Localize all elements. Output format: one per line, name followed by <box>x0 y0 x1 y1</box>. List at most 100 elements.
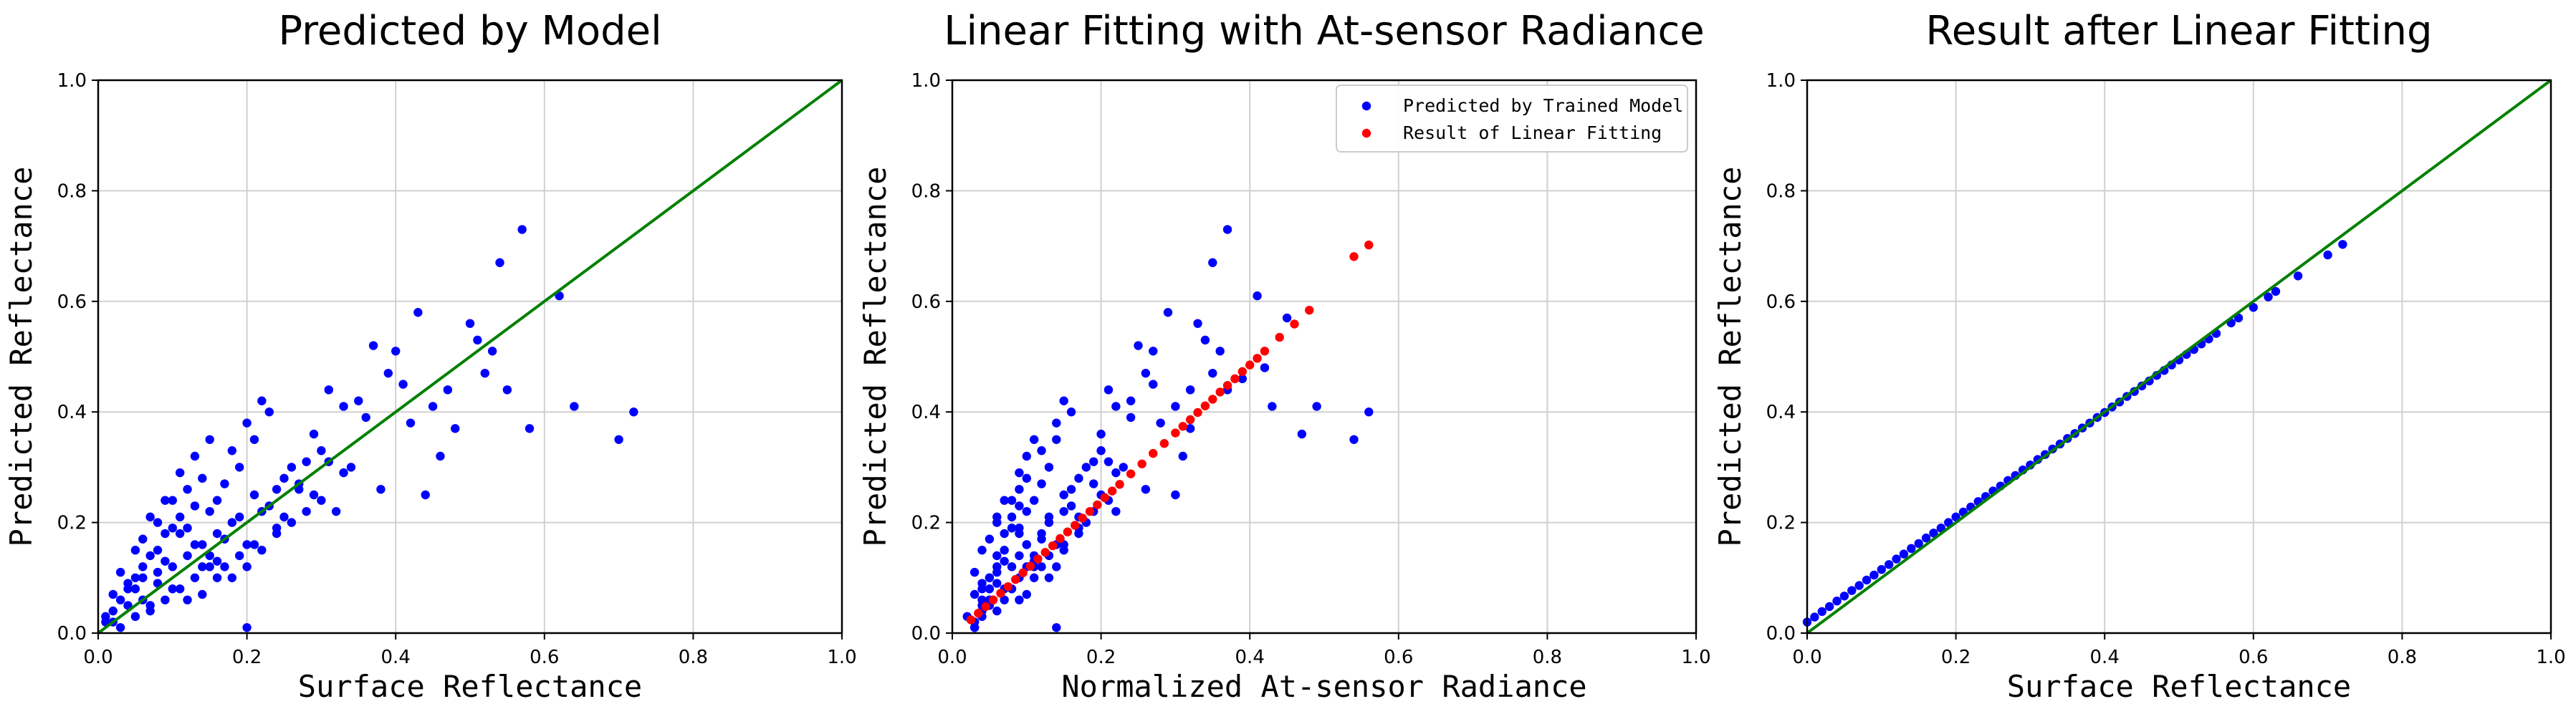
data-point <box>1149 380 1158 389</box>
x-axis-label: Surface Reflectance <box>2007 669 2351 704</box>
legend-marker <box>1361 101 1371 111</box>
data-point <box>130 573 140 582</box>
data-point <box>1040 548 1050 557</box>
data-point <box>1854 581 1864 590</box>
x-axis-label: Surface Reflectance <box>298 669 642 704</box>
data-point <box>1037 529 1046 539</box>
data-point <box>1111 402 1121 411</box>
data-point <box>309 429 319 439</box>
data-point <box>1096 446 1106 455</box>
data-point <box>317 446 326 455</box>
data-point <box>1007 562 1017 571</box>
data-point <box>1305 305 1314 315</box>
data-point <box>1115 480 1124 489</box>
data-point <box>1215 387 1225 397</box>
data-point <box>161 595 170 604</box>
data-point <box>1137 459 1146 468</box>
data-point <box>1282 313 1292 323</box>
data-point <box>974 609 983 618</box>
data-point <box>1921 534 1931 543</box>
x-tick-label: 0.6 <box>2239 647 2268 668</box>
data-point <box>428 402 438 411</box>
data-point <box>183 595 192 604</box>
x-tick-label: 0.8 <box>1533 647 1562 668</box>
x-tick-label: 1.0 <box>1681 647 1710 668</box>
y-axis-label: Predicted Reflectance <box>1713 166 1748 546</box>
data-point <box>1066 501 1076 511</box>
data-point <box>302 457 311 466</box>
data-point <box>2271 286 2281 296</box>
data-point <box>1000 529 1009 539</box>
data-point <box>1312 402 1321 411</box>
y-axis-label: Predicted Reflectance <box>858 166 893 546</box>
data-point <box>1171 428 1180 438</box>
x-tick-label: 0.6 <box>530 647 559 668</box>
data-point <box>398 380 408 389</box>
data-point <box>1245 360 1255 370</box>
x-tick-label: 0.4 <box>1235 647 1265 668</box>
y-tick-label: 1.0 <box>1766 70 1796 92</box>
data-point <box>985 573 995 582</box>
x-tick-label: 0.8 <box>679 647 708 668</box>
y-tick-label: 0.4 <box>1766 402 1796 423</box>
data-point <box>1824 602 1834 612</box>
data-point <box>1149 448 1158 458</box>
data-point <box>1817 607 1826 617</box>
data-point <box>1237 374 1248 384</box>
data-point <box>421 490 430 500</box>
data-point <box>1089 479 1098 488</box>
data-point <box>1066 407 1076 417</box>
data-point <box>1015 551 1024 561</box>
data-point <box>1268 402 1277 411</box>
data-point <box>190 573 200 582</box>
data-point <box>614 435 623 444</box>
data-point <box>1096 429 1106 439</box>
data-point <box>1048 541 1058 551</box>
data-point <box>235 463 244 472</box>
data-point <box>235 551 244 561</box>
data-point <box>101 612 110 622</box>
legend-entry: Result of Linear Fitting <box>1403 122 1662 143</box>
data-point <box>1364 240 1374 250</box>
data-point <box>1349 435 1359 444</box>
data-point <box>977 546 987 555</box>
x-tick-label: 1.0 <box>2536 647 2565 668</box>
data-point <box>212 529 222 539</box>
data-point <box>1007 496 1017 505</box>
data-point <box>502 385 512 395</box>
reference-line <box>97 79 843 635</box>
data-point <box>287 518 297 527</box>
data-point <box>145 512 155 522</box>
data-point <box>1033 554 1043 564</box>
y-tick-label: 0.6 <box>911 291 941 313</box>
data-point <box>130 612 140 622</box>
data-point <box>1208 258 1217 267</box>
y-tick-label: 0.4 <box>911 402 941 423</box>
data-point <box>1119 463 1128 472</box>
data-point <box>198 540 207 549</box>
y-tick-label: 0.6 <box>57 291 87 313</box>
axes-frame <box>1806 79 2552 635</box>
data-point <box>465 319 475 328</box>
series-1 <box>101 225 638 632</box>
data-point <box>249 435 259 444</box>
data-point <box>1074 473 1083 483</box>
data-point <box>1134 341 1143 350</box>
data-point <box>1877 565 1886 574</box>
data-point <box>1185 385 1195 395</box>
data-point <box>1015 529 1024 539</box>
data-point <box>1015 468 1024 478</box>
data-point <box>249 540 259 549</box>
y-tick-label: 0.2 <box>1766 513 1796 534</box>
data-point <box>977 584 987 594</box>
legend: Predicted by Trained Model Result of Line… <box>1336 85 1688 153</box>
data-point <box>1364 407 1374 417</box>
data-point <box>1126 413 1136 423</box>
data-point <box>1000 546 1009 555</box>
y-tick-label: 1.0 <box>57 70 87 92</box>
data-point <box>115 567 125 577</box>
data-point <box>1141 485 1151 494</box>
chart-panel-3: 0.0 0.2 0.4 0.6 0.8 1.0 0.0 0.2 0.4 0.6 0.8 1.0 Resu… <box>1713 8 2566 704</box>
data-point <box>2323 250 2332 260</box>
x-tick-label: 0.2 <box>1941 647 1971 668</box>
